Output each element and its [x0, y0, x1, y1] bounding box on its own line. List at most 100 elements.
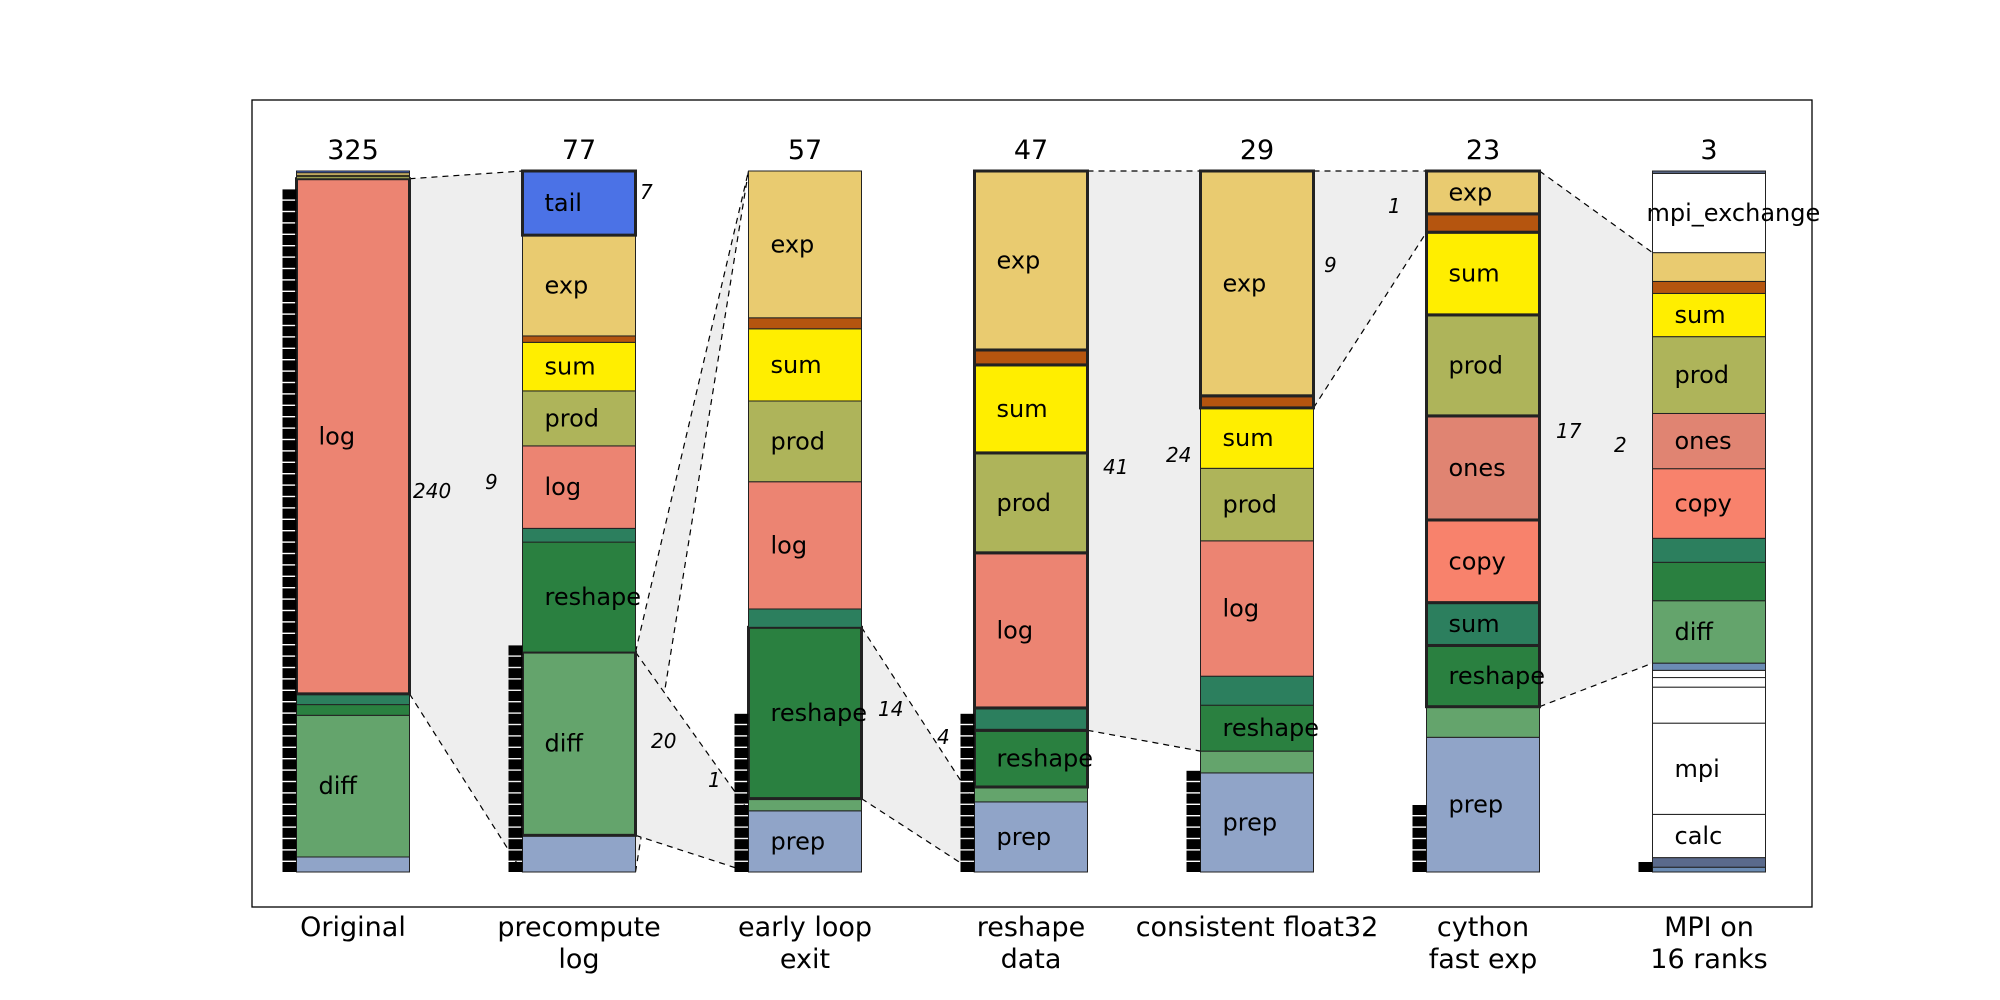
bar-segment — [1652, 662, 1766, 671]
zoom-band — [861, 627, 975, 872]
tick-mark — [282, 440, 297, 451]
bar-segment — [522, 234, 636, 337]
tick-mark — [282, 314, 297, 325]
tick-mark — [282, 463, 297, 473]
zoom-bands — [408, 170, 1653, 873]
tick-mark — [282, 246, 297, 257]
segment-label: copy — [1449, 547, 1506, 575]
segment-label: copy — [1675, 489, 1732, 517]
segment-label: sum — [1223, 424, 1274, 452]
bar-segment — [748, 400, 862, 483]
tick-mark — [1186, 770, 1201, 781]
tick-mark — [282, 611, 297, 622]
tick-mark — [960, 782, 975, 793]
bar-segment — [1425, 518, 1541, 605]
bar-segment — [1200, 772, 1314, 873]
segment-label: ones — [1675, 427, 1732, 455]
bar-segment — [296, 693, 410, 706]
zoom-line — [635, 834, 749, 873]
tick-mark — [734, 759, 749, 770]
segment-label: prod — [1223, 491, 1278, 519]
tick-mark — [508, 850, 523, 861]
tick-mark — [282, 451, 297, 462]
tick-mark — [508, 793, 523, 804]
annotation: 17 — [1556, 419, 1582, 443]
tick-mark — [508, 805, 523, 815]
bars — [282, 169, 1766, 873]
segment-label: log — [545, 473, 582, 501]
bar-segment — [522, 341, 636, 392]
bar-segment — [296, 704, 410, 716]
tick-mark — [282, 542, 297, 553]
column-label: MPI on — [1664, 912, 1754, 943]
bar-segment — [522, 834, 636, 873]
tick-mark — [508, 736, 523, 747]
segment-label: ones — [1449, 454, 1506, 482]
annotation: 41 — [1103, 455, 1128, 479]
tick-mark — [734, 713, 749, 724]
zoom-band — [1087, 171, 1201, 752]
tick-mark — [960, 725, 975, 736]
tick-mark — [734, 748, 749, 758]
annotation: 2 — [1614, 433, 1627, 457]
bar-segment — [1200, 467, 1314, 542]
tick-mark — [282, 793, 297, 804]
segment-label: log — [319, 422, 356, 450]
zoom-line — [634, 170, 750, 653]
tick-mark — [734, 816, 749, 827]
tick-mark — [282, 850, 297, 861]
tick-mark — [960, 862, 975, 872]
segment-label: exp — [1223, 269, 1267, 297]
bar-segment — [748, 170, 862, 319]
zoom-band — [1313, 171, 1427, 408]
tick-mark — [282, 337, 297, 348]
segment-label: sum — [1449, 610, 1500, 638]
bar-segment — [973, 363, 1089, 455]
bar-total: 57 — [788, 135, 822, 166]
zoom-band — [409, 171, 523, 872]
bar-segment — [973, 551, 1089, 710]
segment-label: exp — [997, 246, 1041, 274]
tick-mark — [960, 713, 975, 724]
segment-label: prep — [1449, 791, 1504, 819]
tick-mark — [1186, 850, 1201, 861]
zoom-line — [1539, 662, 1653, 708]
tick-mark — [508, 748, 523, 758]
bar-segment — [1652, 600, 1766, 664]
tick-mark — [508, 827, 523, 838]
segment-label: reshape — [1449, 662, 1546, 690]
tick-mark — [734, 805, 749, 815]
segment-label: diff — [319, 772, 358, 800]
bar-segment — [521, 169, 637, 237]
tick-mark — [1186, 805, 1201, 815]
bar-segment — [748, 328, 862, 402]
column-label: 16 ranks — [1650, 944, 1767, 975]
tick-mark — [282, 656, 297, 667]
tick-mark — [960, 839, 975, 850]
segment-label: reshape — [545, 583, 642, 611]
tick-mark — [1412, 805, 1427, 815]
tick-mark — [282, 371, 297, 382]
bar-segment — [748, 810, 862, 873]
bar-total: 29 — [1240, 135, 1274, 166]
zoom-line — [408, 693, 524, 873]
tick-mark — [960, 748, 975, 758]
tick-mark — [282, 668, 297, 679]
bar-segment — [973, 451, 1089, 555]
plot-frame — [251, 99, 1813, 908]
bar-segment — [1652, 813, 1766, 859]
tick-mark — [282, 406, 297, 416]
tick-mark — [960, 805, 975, 815]
tick-mark — [282, 474, 297, 485]
bar-total: 3 — [1700, 135, 1717, 166]
tick-mark — [508, 839, 523, 850]
tick-mark — [282, 713, 297, 724]
tick-mark — [282, 805, 297, 815]
bar-segment — [1425, 169, 1541, 216]
tick-mark — [282, 235, 297, 245]
tick-mark — [282, 862, 297, 872]
bar-segment — [1652, 561, 1766, 602]
tick-mark — [960, 816, 975, 827]
column-label: early loop — [738, 912, 872, 943]
bar-segment — [1425, 414, 1541, 522]
